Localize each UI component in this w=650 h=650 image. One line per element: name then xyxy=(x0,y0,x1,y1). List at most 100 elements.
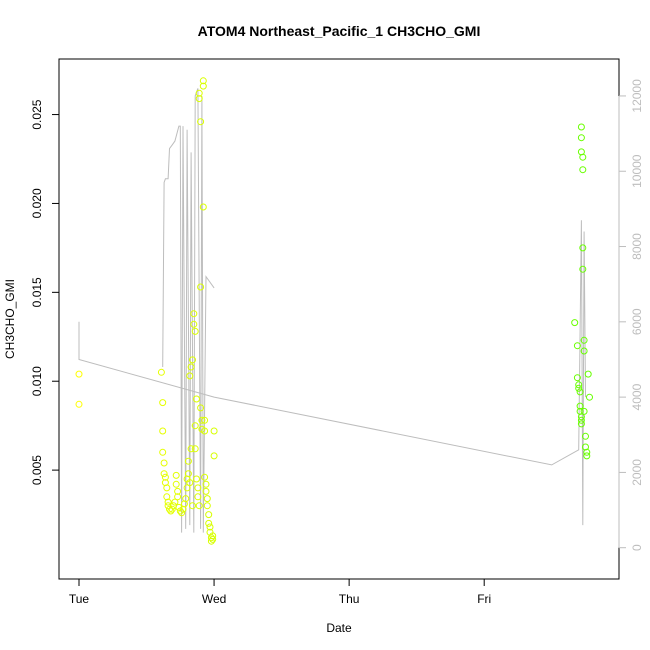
data-point xyxy=(203,495,211,503)
data-point xyxy=(168,505,176,513)
data-point xyxy=(167,507,175,515)
y-tick-label: 0.025 xyxy=(30,99,44,129)
data-point xyxy=(583,452,591,460)
data-point xyxy=(575,381,583,389)
x-tick-label: Tue xyxy=(69,592,90,606)
data-point xyxy=(210,452,218,460)
data-point xyxy=(576,388,584,396)
data-point xyxy=(172,471,180,479)
data-point xyxy=(580,336,588,344)
series-line-main xyxy=(78,220,586,526)
data-point xyxy=(191,445,199,453)
y-tick-label: 0.005 xyxy=(30,455,44,485)
data-point xyxy=(205,519,213,527)
data-point xyxy=(194,484,202,492)
x-tick-label: Fri xyxy=(477,592,491,606)
data-point xyxy=(171,498,179,506)
data-point xyxy=(209,535,217,543)
y2-tick-label: 8000 xyxy=(630,233,644,260)
data-point xyxy=(186,372,194,380)
y-tick-label: 0.020 xyxy=(30,188,44,218)
data-point xyxy=(571,319,579,327)
data-point xyxy=(164,502,172,510)
data-point xyxy=(577,134,585,142)
data-point xyxy=(577,420,585,428)
x-axis: Tue Wed Thu Fri xyxy=(69,578,491,606)
data-point xyxy=(191,422,199,430)
data-point xyxy=(197,118,205,126)
y2-tick-label: 10000 xyxy=(630,154,644,188)
y-tick-label: 0.015 xyxy=(30,277,44,307)
data-point xyxy=(209,532,217,540)
data-point xyxy=(187,363,195,371)
data-point xyxy=(205,511,213,519)
y2-tick-label: 0 xyxy=(630,544,644,551)
data-point xyxy=(161,473,169,481)
x-tick-label: Thu xyxy=(339,592,360,606)
data-point xyxy=(182,495,190,503)
y-axis-label: CH3CHO_GMI xyxy=(3,279,17,359)
data-point xyxy=(577,416,585,424)
data-point xyxy=(178,509,186,517)
data-point xyxy=(573,342,581,350)
data-point xyxy=(184,457,192,465)
data-point xyxy=(207,534,215,542)
data-point xyxy=(203,502,211,510)
data-point xyxy=(582,432,589,440)
x-tick-label: Wed xyxy=(202,592,226,606)
data-point xyxy=(164,498,172,506)
y2-tick-label: 2000 xyxy=(630,459,644,486)
data-point xyxy=(575,384,583,392)
data-point xyxy=(197,283,205,291)
data-point xyxy=(201,416,209,424)
data-point xyxy=(186,479,194,487)
series-line-wed xyxy=(162,88,215,533)
y-axis-right: 0 2000 4000 6000 8000 10000 12000 xyxy=(618,79,644,551)
data-point xyxy=(163,484,171,492)
data-point xyxy=(189,502,196,510)
data-point xyxy=(573,374,581,382)
y2-tick-label: 6000 xyxy=(630,308,644,335)
data-point xyxy=(183,484,191,492)
data-point xyxy=(583,448,591,456)
data-point xyxy=(184,470,192,478)
chart-title: ATOM4 Northeast_Pacific_1 CH3CHO_GMI xyxy=(198,23,481,39)
data-point xyxy=(580,407,588,415)
data-point xyxy=(576,402,584,410)
data-point xyxy=(175,503,183,511)
data-point xyxy=(195,502,203,510)
data-point xyxy=(159,448,167,456)
data-point xyxy=(199,82,207,90)
data-point xyxy=(199,203,207,211)
data-point xyxy=(190,320,198,328)
y2-tick-label: 12000 xyxy=(630,79,644,113)
data-point xyxy=(75,370,83,378)
y-axis-left: 0.005 0.010 0.015 0.020 0.025 xyxy=(30,99,60,485)
data-point xyxy=(199,77,207,85)
data-point xyxy=(157,368,165,376)
data-point xyxy=(580,347,588,355)
data-point xyxy=(194,493,202,501)
data-point xyxy=(210,427,218,435)
data-point xyxy=(172,480,180,488)
y2-tick-label: 4000 xyxy=(630,383,644,410)
data-point xyxy=(191,327,199,335)
y-tick-label: 0.010 xyxy=(30,366,44,396)
data-point xyxy=(577,413,585,421)
plot-frame xyxy=(58,58,620,580)
data-point xyxy=(201,427,209,435)
data-point xyxy=(189,356,196,364)
data-point xyxy=(195,95,203,103)
data-point xyxy=(193,395,200,403)
data-point xyxy=(174,493,182,501)
x-axis-label: Date xyxy=(326,621,352,635)
data-point xyxy=(201,473,209,481)
data-point xyxy=(197,404,205,412)
data-point xyxy=(190,310,198,318)
data-point xyxy=(579,166,587,174)
data-point xyxy=(586,393,593,401)
data-point xyxy=(579,244,587,252)
data-point xyxy=(579,265,587,273)
data-point xyxy=(187,445,195,453)
